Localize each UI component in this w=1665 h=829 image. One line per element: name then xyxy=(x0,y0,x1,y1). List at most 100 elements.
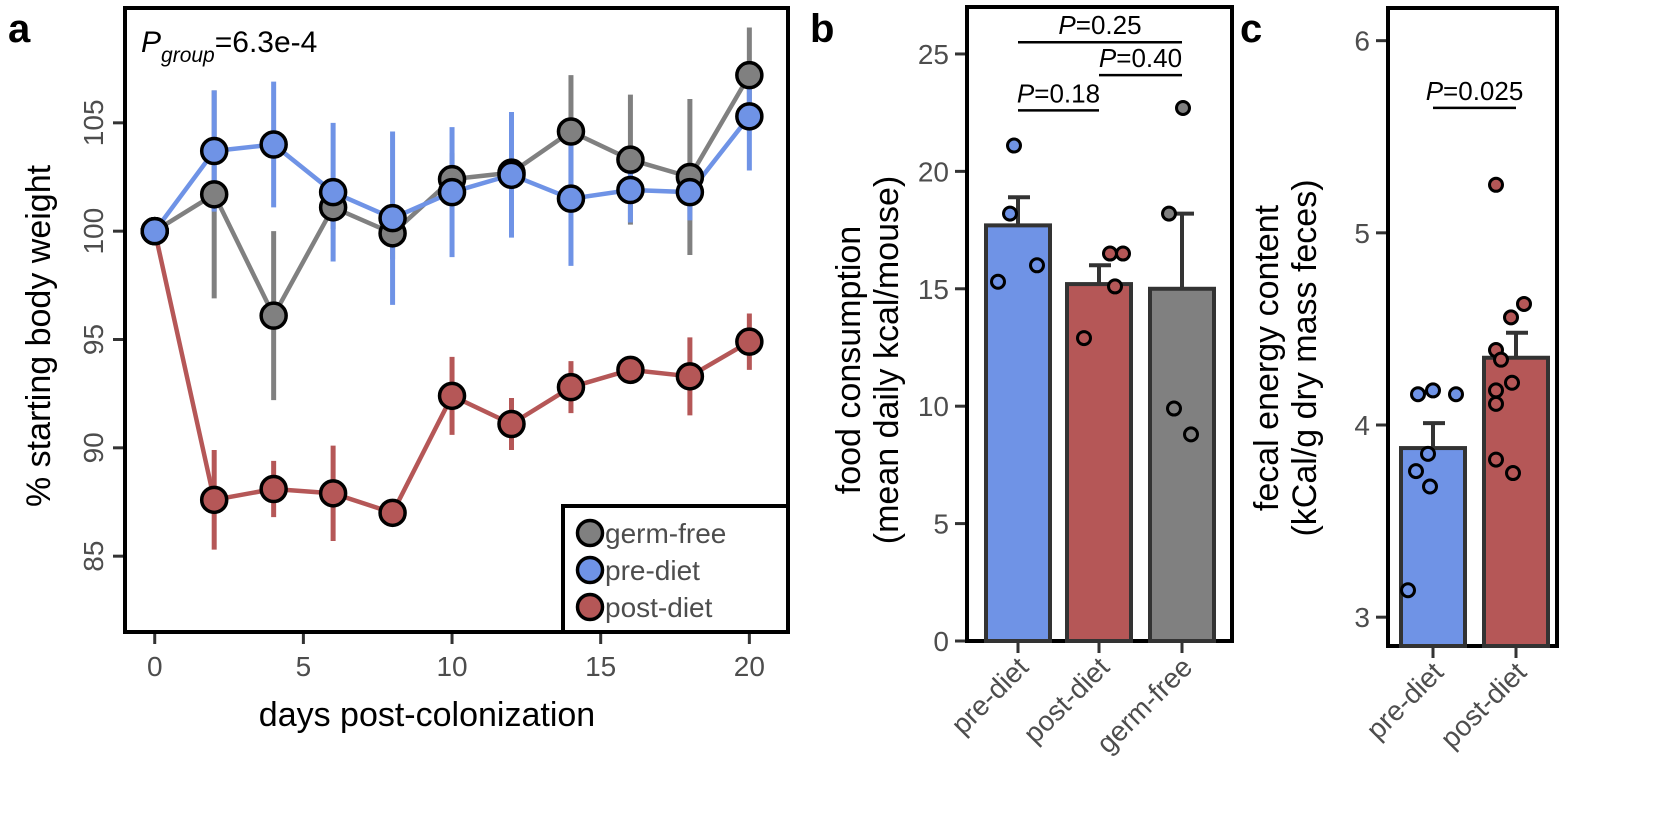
legend-label: post-diet xyxy=(605,592,713,623)
x-tick-label: post-diet xyxy=(1434,656,1532,754)
legend-label: germ-free xyxy=(605,518,726,549)
y-tick-label: 20 xyxy=(918,156,949,187)
x-tick-label: 20 xyxy=(734,651,765,682)
comparison-label: P=0.025 xyxy=(1426,76,1524,106)
comparison-value: =0.025 xyxy=(1443,76,1523,106)
bar-post-diet xyxy=(1065,282,1133,643)
error-bars-germ-free xyxy=(211,27,752,401)
panel-c-bars xyxy=(1399,176,1550,648)
sample-point xyxy=(1493,351,1509,368)
sample-point xyxy=(1076,330,1092,347)
y-tick-label: 6 xyxy=(1354,26,1370,57)
sample-point xyxy=(1448,386,1464,403)
legend-marker xyxy=(575,518,605,548)
sample-point xyxy=(1422,478,1438,495)
data-point xyxy=(497,160,526,190)
sample-point xyxy=(1420,445,1436,462)
data-point xyxy=(735,327,764,356)
p-group-value: =6.3e-4 xyxy=(215,26,318,59)
sample-point xyxy=(1002,205,1018,222)
y-tick-label: 25 xyxy=(918,39,949,70)
sample-point xyxy=(1183,426,1199,443)
sample-point xyxy=(1175,99,1191,116)
panel-a-ticks: 0 5 10 15 20 85 90 95 100 105 xyxy=(78,99,765,682)
panel-c-letter: c xyxy=(1240,7,1262,51)
sample-point xyxy=(1505,465,1521,482)
y-tick-label: 85 xyxy=(78,541,109,572)
x-tick-label: 5 xyxy=(296,651,312,682)
data-point xyxy=(497,409,526,439)
comparison-label: P=0.18 xyxy=(1017,78,1100,108)
sample-point xyxy=(1425,382,1441,399)
panel-b-comparisons: P=0.18P=0.40P=0.25 xyxy=(1017,10,1182,112)
legend: germ-free pre-diet post-diet xyxy=(561,504,790,634)
data-point xyxy=(616,145,645,174)
data-point xyxy=(199,485,229,515)
data-point xyxy=(318,479,348,508)
y-tick-label: 105 xyxy=(78,99,109,146)
data-point xyxy=(318,177,348,207)
y-tick-label: 0 xyxy=(933,626,949,657)
sample-point xyxy=(1400,582,1416,599)
sample-point xyxy=(1107,278,1123,295)
bar-germ-free xyxy=(1148,286,1216,643)
data-point xyxy=(616,355,645,385)
panel-c-ylabel-line2: (kCal/g dry mass feces) xyxy=(1286,179,1324,536)
x-tick-label: 0 xyxy=(147,651,163,682)
y-tick-label: 100 xyxy=(78,208,109,255)
sample-point xyxy=(1029,257,1045,274)
comparison-p: P xyxy=(1426,76,1444,106)
sample-point xyxy=(1488,382,1504,399)
panel-b-ylabel-line2: (mean daily kcal/mouse) xyxy=(868,176,906,544)
data-point xyxy=(675,362,705,391)
panel-a-frame xyxy=(123,6,790,634)
y-tick-label: 4 xyxy=(1354,410,1370,441)
data-point xyxy=(259,474,288,504)
bar-pre-diet xyxy=(984,223,1052,643)
data-point xyxy=(199,136,229,166)
comparison-value: =0.18 xyxy=(1034,78,1100,108)
panel-b-bars xyxy=(984,99,1216,643)
comparison-value: =0.25 xyxy=(1076,10,1142,40)
panel-b-letter: b xyxy=(810,7,834,51)
legend-label: pre-diet xyxy=(605,555,700,586)
y-tick-label: 5 xyxy=(933,509,949,540)
data-point xyxy=(556,372,586,402)
data-point xyxy=(259,130,288,159)
panel-a-series xyxy=(140,27,764,550)
data-point xyxy=(140,216,169,246)
y-tick-label: 95 xyxy=(78,324,109,355)
sample-point xyxy=(1504,374,1520,391)
sample-point xyxy=(1166,400,1182,417)
sample-point xyxy=(1006,137,1022,154)
p-group-annotation: Pgroup=6.3e-4 xyxy=(141,26,317,67)
data-point xyxy=(735,60,764,90)
panel-a: a 0 5 10 15 20 85 90 95 100 105 Pgroup=6.3e-4 ger… xyxy=(8,6,790,734)
x-tick-label: 15 xyxy=(585,651,616,682)
points-pre-diet xyxy=(140,102,764,246)
sample-point xyxy=(1503,309,1519,326)
data-point xyxy=(556,117,586,146)
sample-point xyxy=(1488,176,1504,193)
legend-marker xyxy=(575,592,605,622)
y-tick-label: 15 xyxy=(918,274,949,305)
legend-marker xyxy=(575,555,605,585)
panel-b-ylabel-line1: food consumption xyxy=(830,226,868,494)
bar-pre-diet xyxy=(1399,446,1467,648)
comparison-p: P xyxy=(1099,43,1117,73)
data-point xyxy=(199,180,229,209)
panel-c-frame xyxy=(1386,6,1559,648)
sample-point xyxy=(1408,463,1424,480)
sample-point xyxy=(1488,451,1504,468)
p-group-sub: group xyxy=(161,44,215,67)
panel-c-comparisons: P=0.025 xyxy=(1426,76,1524,110)
y-tick-label: 3 xyxy=(1354,602,1370,633)
sample-point xyxy=(1102,245,1118,262)
sample-point xyxy=(990,273,1006,290)
comparison-p: P xyxy=(1017,78,1035,108)
x-axis-title: days post-colonization xyxy=(259,696,595,734)
panel-c-ylabel-line1: fecal energy content xyxy=(1248,204,1286,511)
sample-point xyxy=(1516,295,1532,312)
